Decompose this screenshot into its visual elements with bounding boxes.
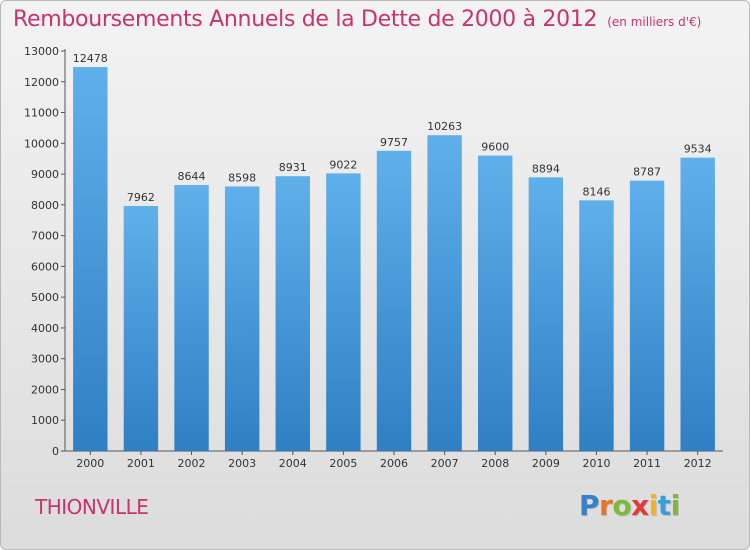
bar-2001	[123, 206, 159, 451]
proxiti-logo: Proxiti	[579, 489, 680, 522]
y-tick-label: 4000	[31, 322, 59, 335]
y-tick-label: 13000	[24, 45, 59, 58]
x-tick-label: 2003	[228, 457, 256, 470]
data-label: 12478	[73, 52, 108, 65]
x-tick-label: 2007	[431, 457, 459, 470]
y-tick-label: 1000	[31, 414, 59, 427]
bars	[73, 67, 715, 452]
x-tick-label: 2001	[127, 457, 155, 470]
logo-letter: i	[670, 489, 681, 522]
x-tick-label: 2009	[532, 457, 560, 470]
bar-2003	[224, 186, 260, 451]
y-tick-label: 5000	[31, 291, 59, 304]
city-name: THIONVILLE	[35, 495, 149, 519]
data-label: 7962	[127, 191, 155, 204]
chart-title: Remboursements Annuels de la Dette de 20…	[13, 7, 598, 32]
y-tick-label: 7000	[31, 230, 59, 243]
y-tick-label: 6000	[31, 260, 59, 273]
bar-2005	[326, 173, 361, 451]
y-tick-label: 9000	[31, 168, 59, 181]
x-tick-label: 2000	[76, 457, 104, 470]
bar-2012	[680, 157, 715, 451]
data-label: 8644	[178, 170, 206, 183]
data-label: 9600	[481, 141, 509, 154]
chart-subtitle: (en milliers d'€)	[607, 15, 702, 29]
data-label: 10263	[427, 120, 462, 133]
y-tick-label: 12000	[24, 76, 59, 89]
x-tick-label: 2002	[178, 457, 206, 470]
data-label: 9757	[380, 136, 408, 149]
y-tick-label: 2000	[31, 383, 59, 396]
title-row: Remboursements Annuels de la Dette de 20…	[13, 7, 701, 32]
y-tick-label: 10000	[24, 137, 59, 150]
y-tick-label: 11000	[24, 107, 59, 120]
data-label: 8146	[582, 185, 610, 198]
y-tick-label: 0	[52, 445, 59, 458]
axes: 0 1000 2000 3000 4000 5000 6000 7000 8000 9000 100…	[24, 45, 723, 470]
logo-letter: i	[648, 489, 659, 522]
data-label: 9534	[684, 143, 712, 156]
data-label: 8894	[532, 162, 560, 175]
logo-letter: t	[657, 489, 671, 522]
x-tick-label: 2005	[329, 457, 357, 470]
y-tick-label: 8000	[31, 199, 59, 212]
bar-2010	[579, 200, 614, 451]
x-tick-label: 2011	[633, 457, 661, 470]
x-tick-label: 2008	[481, 457, 509, 470]
x-tick-label: 2004	[279, 457, 307, 470]
x-tick-label: 2012	[684, 457, 712, 470]
bar-2011	[629, 180, 665, 451]
logo-letter: x	[631, 489, 649, 522]
logo-letter: r	[599, 489, 613, 522]
bar-2004	[275, 176, 310, 451]
logo-letter: o	[612, 489, 632, 522]
data-label: 9022	[329, 158, 357, 171]
data-label: 8931	[279, 161, 307, 174]
x-tick-label: 2010	[582, 457, 610, 470]
bar-2006	[376, 150, 412, 452]
bar-2000	[73, 67, 108, 452]
data-label: 8787	[633, 166, 661, 179]
x-tick-label: 2006	[380, 457, 408, 470]
bar-2002	[174, 185, 209, 451]
data-label: 8598	[228, 171, 256, 184]
bar-2008	[478, 155, 513, 451]
y-tick-label: 3000	[31, 353, 59, 366]
bar-2007	[427, 135, 462, 451]
logo-letter: P	[579, 489, 600, 522]
bar-2009	[528, 177, 564, 452]
data-labels: 12478 7962 8644 8598 8931 9022 9757 10263 9600 88…	[73, 52, 712, 204]
